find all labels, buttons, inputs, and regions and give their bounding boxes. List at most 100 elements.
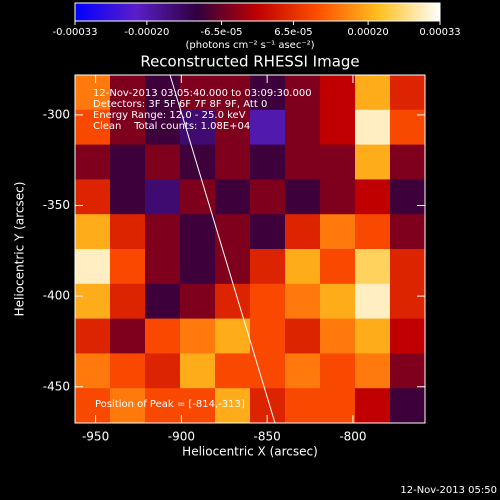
heatmap-cell	[355, 283, 391, 320]
heatmap-cell	[215, 388, 251, 423]
heatmap-cell	[180, 249, 216, 285]
heatmap-cell	[390, 109, 425, 146]
heatmap-cell	[285, 318, 321, 354]
heatmap-cell	[215, 318, 251, 354]
annotation: Clean Total counts: 1.08E+04	[93, 121, 250, 132]
heatmap-cell	[215, 179, 251, 215]
heatmap-cell	[250, 283, 286, 320]
heatmap-cell	[250, 144, 286, 180]
annotation: 12-Nov-2013 03:05:40.000 to 03:09:30.000	[93, 88, 312, 99]
heatmap-cell	[285, 249, 321, 285]
heatmap-cell	[390, 283, 425, 320]
heatmap-cell	[250, 109, 286, 146]
heatmap-cell	[180, 318, 216, 354]
heatmap-cell	[285, 179, 321, 215]
heatmap-cell	[320, 388, 356, 423]
heatmap-cell	[250, 388, 286, 423]
colorbar-label: (photons cm⁻² s⁻¹ asec⁻²)	[185, 40, 314, 51]
heatmap-cell	[320, 249, 356, 285]
x-tick-label: -950	[82, 430, 109, 444]
heatmap-cell	[110, 249, 146, 285]
heatmap-cell	[180, 388, 216, 423]
heatmap-cell	[180, 179, 216, 215]
colorbar-tick-label: -0.00033	[53, 27, 98, 38]
heatmap-cell	[250, 318, 286, 354]
heatmap-cell	[75, 388, 111, 423]
colorbar-tick-label: -6.5e-05	[201, 27, 243, 38]
heatmap-cell	[320, 109, 356, 146]
heatmap-cell	[110, 283, 146, 320]
heatmap-cell	[215, 214, 251, 250]
heatmap-cell	[320, 214, 356, 250]
heatmap-cell	[250, 75, 286, 111]
heatmap-cell	[285, 214, 321, 250]
heatmap-cell	[320, 179, 356, 215]
heatmap-cell	[215, 353, 251, 389]
heatmap-cell	[215, 144, 251, 180]
heatmap-cell	[355, 179, 391, 215]
heatmap-cell	[285, 388, 321, 423]
heatmap-cell	[180, 283, 216, 320]
heatmap-cell	[110, 179, 146, 215]
heatmap-cell	[390, 144, 425, 180]
peak-label: Position of Peak = [-814,-313]	[95, 399, 245, 410]
heatmap-cell	[145, 144, 181, 180]
heatmap-cell	[145, 214, 181, 250]
heatmap-cell	[390, 179, 425, 215]
colorbar-tick-label: 0.00020	[347, 27, 388, 38]
plot-frame	[74, 74, 426, 424]
annotation: Energy Range: 12.0 - 25.0 keV	[93, 110, 246, 121]
heatmap-cell	[180, 214, 216, 250]
heatmap-cell	[390, 318, 425, 354]
heatmap-cell	[75, 353, 111, 389]
heatmap-cell	[390, 75, 425, 111]
heatmap-cell	[320, 283, 356, 320]
heatmap-cell	[355, 318, 391, 354]
y-tick-label: -300	[43, 107, 70, 121]
colorbar-tick-label: -0.00020	[124, 27, 169, 38]
heatmap-cell	[355, 109, 391, 146]
heatmap-cell	[75, 109, 111, 146]
heatmap-cell	[75, 318, 111, 354]
heatmap-cell	[145, 109, 181, 146]
heatmap-cell	[110, 109, 146, 146]
heatmap-cell	[215, 283, 251, 320]
heatmap-cell	[75, 75, 111, 111]
heatmap-cell	[390, 214, 425, 250]
solar-limb	[169, 75, 276, 423]
heatmap-cell	[75, 179, 111, 215]
heatmap	[75, 75, 425, 423]
heatmap-cell	[110, 214, 146, 250]
heatmap-cell	[110, 318, 146, 354]
heatmap-cell	[355, 144, 391, 180]
heatmap-cell	[215, 75, 251, 111]
heatmap-cell	[180, 144, 216, 180]
y-tick-label: -400	[43, 289, 70, 303]
colorbar-tick-label: 0.00033	[419, 27, 460, 38]
heatmap-cell	[250, 214, 286, 250]
heatmap-cell	[110, 144, 146, 180]
heatmap-cell	[75, 144, 111, 180]
heatmap-cell	[285, 109, 321, 146]
heatmap-cell	[320, 353, 356, 389]
heatmap-cell	[145, 353, 181, 389]
annotation: Detectors: 3F 5F 6F 7F 8F 9F, Att 0	[93, 99, 267, 110]
footer: 12-Nov-2013 05:50	[400, 485, 497, 496]
heatmap-cell	[75, 283, 111, 320]
heatmap-cell	[145, 179, 181, 215]
heatmap-cell	[320, 318, 356, 354]
heatmap-cell	[320, 75, 356, 111]
heatmap-cell	[180, 75, 216, 111]
heatmap-cell	[355, 353, 391, 389]
heatmap-cell	[145, 318, 181, 354]
colorbar	[74, 2, 441, 22]
heatmap-cell	[215, 109, 251, 146]
heatmap-cell	[355, 249, 391, 285]
heatmap-cell	[390, 388, 425, 423]
heatmap-cell	[110, 388, 146, 423]
heatmap-cell	[285, 144, 321, 180]
x-tick-label: -850	[254, 430, 281, 444]
heatmap-cell	[180, 353, 216, 389]
heatmap-cell	[145, 283, 181, 320]
